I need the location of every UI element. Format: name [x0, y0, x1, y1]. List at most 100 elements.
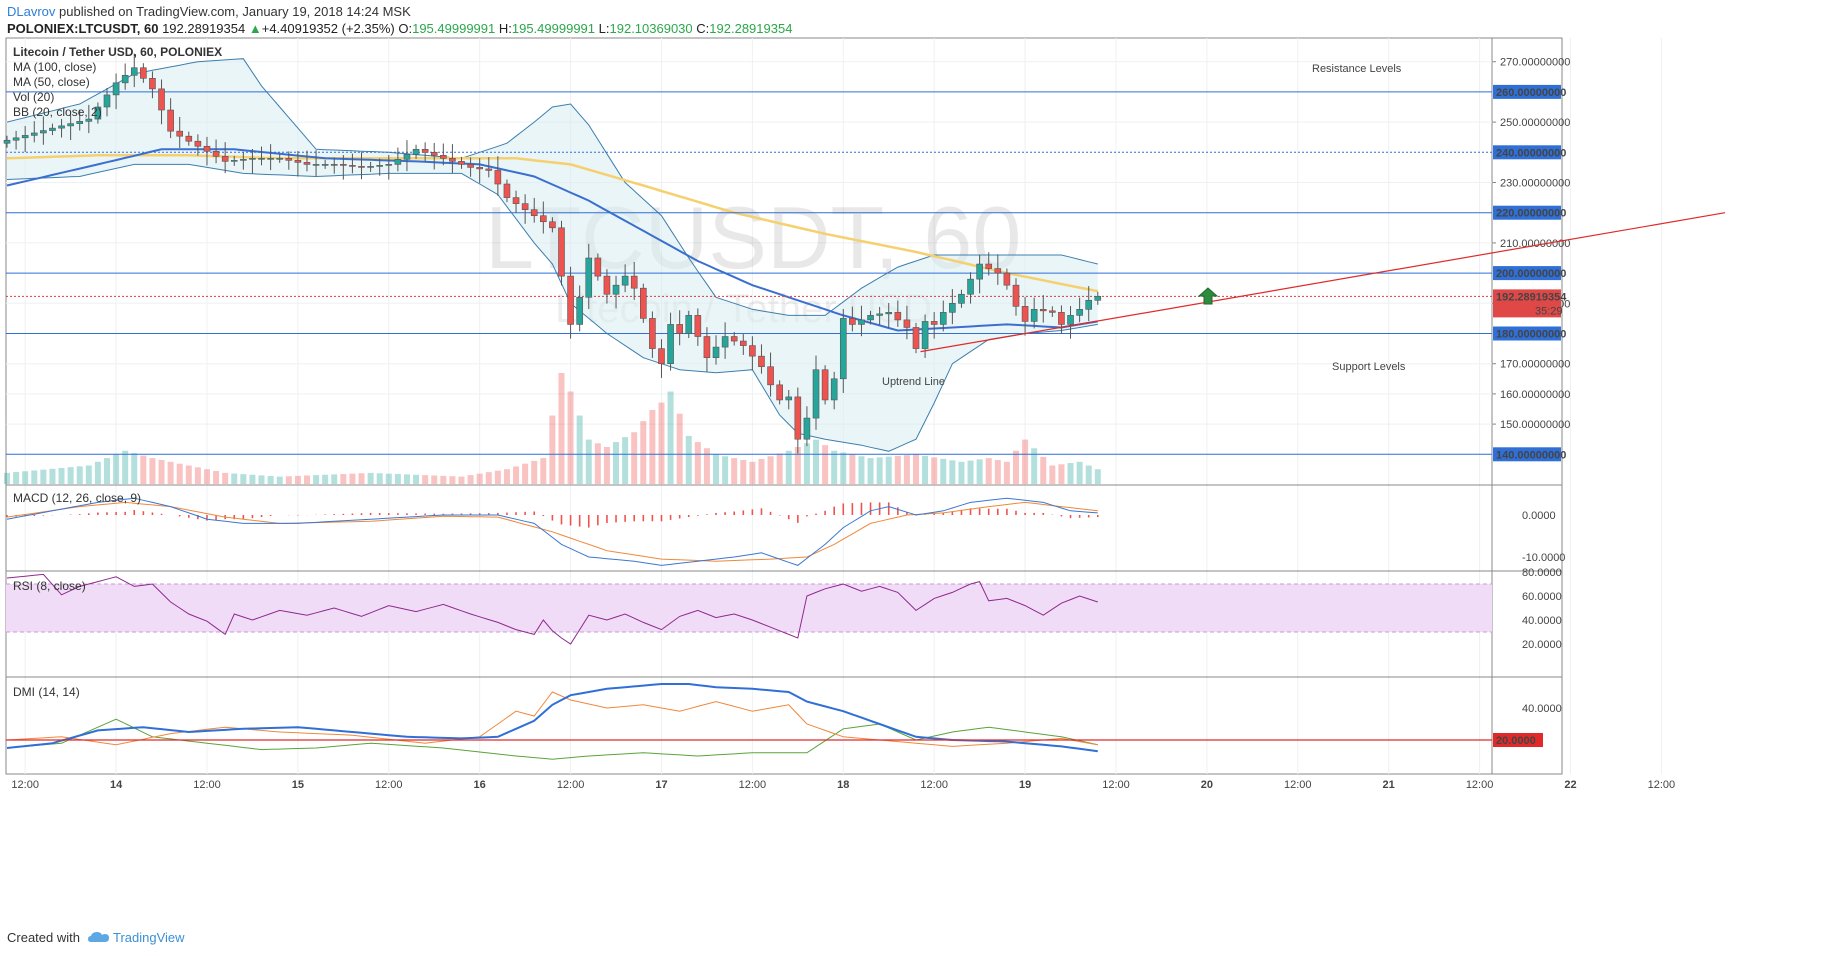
tradingview-link[interactable]: TradingView: [113, 930, 185, 945]
candle-body-65: [594, 257, 602, 277]
volume-bar-94: [858, 456, 865, 484]
volume-bar-3: [31, 470, 38, 484]
volume-bar-89: [813, 439, 820, 484]
volume-bar-73: [667, 391, 674, 484]
candle-body-31: [285, 158, 293, 161]
volume-bar-114: [1040, 456, 1047, 484]
candle-body-81: [739, 340, 747, 346]
volume-bar-75: [685, 435, 692, 484]
volume-bar-13: [122, 450, 129, 484]
last-price-tag: [1493, 289, 1561, 318]
volume-bar-90: [822, 445, 829, 484]
candle-body-78: [712, 346, 720, 358]
candle-body-62: [567, 275, 574, 325]
candle-body-99: [903, 319, 911, 328]
support-label: Support Levels: [1332, 361, 1406, 373]
volume-bar-67: [613, 442, 620, 484]
level-tag-2: [1493, 205, 1561, 220]
candle-body-119: [1085, 299, 1093, 310]
price-tick-label-7: 270.00000000: [1500, 57, 1570, 69]
candle-body-29: [267, 158, 274, 160]
volume-bar-60: [549, 415, 556, 484]
candle-body-55: [503, 183, 511, 198]
volume-bar-108: [985, 458, 992, 484]
candle-body-0: [3, 139, 11, 144]
ohlc-bar: POLONIEX:LTCUSDT, 60 192.28919354 ▲+4.40…: [7, 21, 792, 36]
candle-body-43: [394, 159, 402, 165]
volume-bar-18: [167, 461, 174, 484]
volume-bar-64: [585, 439, 592, 484]
price-tick-label-6: 250.00000000: [1500, 117, 1570, 129]
author-link[interactable]: DLavrov: [7, 4, 56, 19]
dmi-level-tag: [1493, 733, 1543, 747]
price-tick-label-4: 210.00000000: [1500, 238, 1570, 250]
time-label-18: 12:00: [1648, 779, 1676, 791]
volume-bar-55: [503, 469, 510, 484]
chart-title: Litecoin / Tether USD, 60, POLONIEX: [13, 45, 222, 59]
candle-body-56: [512, 197, 520, 204]
candle-body-42: [385, 164, 393, 166]
symbol-label: POLONIEX:LTCUSDT, 60: [7, 21, 159, 36]
candle-body-17: [158, 88, 165, 111]
volume-bar-113: [1031, 448, 1038, 484]
candle-body-37: [340, 164, 347, 166]
candle-body-10: [94, 106, 102, 120]
volume-bar-36: [331, 474, 338, 484]
volume-bar-8: [76, 466, 83, 484]
time-label-4: 12:00: [375, 779, 403, 791]
volume-bar-72: [658, 402, 665, 484]
candle-body-83: [758, 355, 765, 368]
level-tag-label-2: 220.00000000: [1496, 208, 1566, 220]
candle-body-115: [1049, 310, 1056, 313]
volume-bar-79: [722, 456, 729, 484]
candle-body-3: [30, 132, 38, 136]
candle-body-64: [585, 257, 593, 298]
candle-body-18: [167, 109, 174, 132]
volume-bar-26: [240, 474, 247, 484]
candle-body-51: [467, 164, 474, 168]
volume-bar-47: [431, 475, 438, 484]
candle-body-14: [130, 67, 138, 76]
volume-bar-12: [113, 454, 120, 484]
candle-body-108: [985, 263, 993, 269]
candle-body-21: [194, 140, 202, 147]
time-label-0: 12:00: [11, 779, 39, 791]
candle-body-104: [949, 302, 956, 313]
volume-bar-40: [367, 472, 374, 484]
open-value: 195.49999991: [412, 21, 496, 36]
legend-item-2: Vol (20): [13, 90, 54, 104]
volume-bar-97: [885, 456, 892, 484]
candle-body-8: [76, 121, 84, 124]
candle-body-114: [1039, 309, 1047, 312]
candle-body-19: [176, 130, 184, 137]
candle-body-16: [149, 78, 156, 90]
candle-body-63: [576, 296, 583, 325]
time-label-17: 22: [1564, 779, 1576, 791]
time-label-2: 12:00: [193, 779, 221, 791]
volume-bar-100: [913, 454, 919, 484]
time-label-13: 20: [1201, 779, 1213, 791]
candle-body-118: [1076, 309, 1083, 316]
volume-bar-107: [976, 459, 983, 484]
volume-bar-15: [140, 455, 147, 484]
candle-body-36: [330, 164, 338, 166]
volume-bar-105: [958, 461, 965, 484]
volume-bar-115: [1049, 465, 1056, 484]
volume-bar-93: [849, 454, 856, 484]
created-with-label: Created with: [7, 930, 80, 945]
candle-body-33: [303, 162, 311, 165]
volume-bar-70: [640, 421, 647, 484]
up-arrow-marker-icon: [1197, 287, 1219, 305]
candle-body-44: [403, 154, 411, 160]
candle-body-68: [621, 275, 629, 286]
candle-body-6: [58, 125, 65, 129]
volume-bar-6: [58, 467, 65, 484]
bb-upper-line: [6, 58, 1098, 316]
level-tag-5: [1493, 447, 1561, 462]
volume-bar-103: [940, 458, 947, 484]
volume-bar-63: [576, 415, 583, 484]
volume-bar-10: [94, 461, 101, 484]
volume-bar-54: [494, 470, 501, 484]
volume-bar-95: [867, 458, 874, 484]
